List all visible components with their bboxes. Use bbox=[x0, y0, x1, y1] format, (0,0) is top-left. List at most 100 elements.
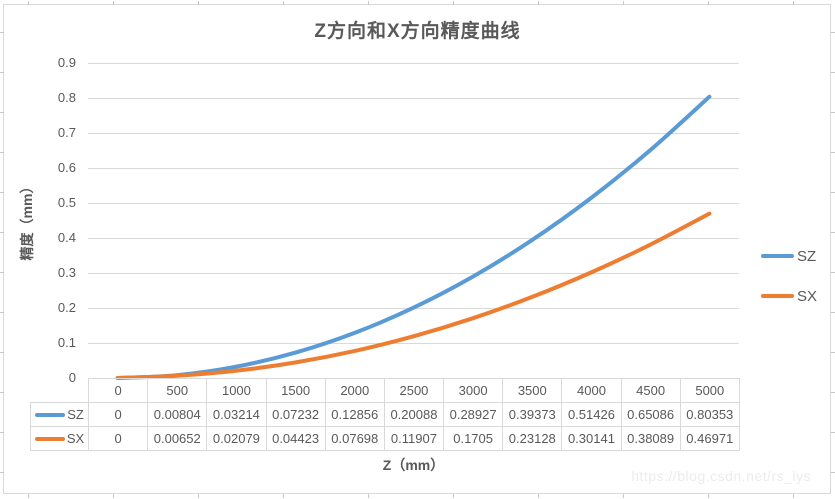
legend-label: SX bbox=[797, 287, 818, 305]
value-cell: 0.38089 bbox=[620, 426, 681, 451]
worksheet-gridline-tick bbox=[0, 192, 4, 193]
x-category-cell: 4000 bbox=[561, 378, 622, 403]
worksheet-gridline-tick bbox=[831, 72, 835, 73]
worksheet-gridline-tick bbox=[623, 494, 624, 498]
worksheet-gridline-tick bbox=[0, 32, 4, 33]
worksheet-gridline-tick bbox=[0, 352, 4, 353]
legend-item-sx[interactable]: SX bbox=[761, 287, 818, 305]
y-tick-label: 0 bbox=[68, 370, 76, 385]
worksheet-gridline-tick bbox=[368, 494, 369, 498]
legend-line-icon bbox=[761, 254, 794, 258]
y-tick-label: 0.5 bbox=[57, 195, 76, 210]
value-cell: 0.02079 bbox=[206, 426, 267, 451]
worksheet-gridline-tick bbox=[623, 1, 624, 5]
series-line-icon bbox=[35, 412, 66, 417]
x-category-cell: 1000 bbox=[206, 378, 267, 403]
table-corner-cell bbox=[31, 379, 89, 403]
legend-line-icon bbox=[761, 294, 794, 298]
value-cell: 0.03214 bbox=[206, 402, 267, 427]
y-tick-label: 0.3 bbox=[57, 265, 76, 280]
worksheet-gridline-tick bbox=[831, 152, 835, 153]
worksheet-gridline-tick bbox=[793, 1, 794, 5]
value-cell: 0.65086 bbox=[620, 402, 681, 427]
worksheet-gridline-tick bbox=[283, 1, 284, 5]
value-cell: 0.11907 bbox=[383, 426, 445, 451]
worksheet-gridline-tick bbox=[453, 1, 454, 5]
worksheet-gridline-tick bbox=[0, 232, 4, 233]
y-tick-label: 0.4 bbox=[57, 230, 76, 245]
x-category-cell: 2000 bbox=[324, 378, 385, 403]
worksheet-gridline-tick bbox=[0, 152, 4, 153]
gridline bbox=[88, 168, 739, 169]
x-category-cell: 500 bbox=[147, 378, 208, 403]
x-axis-title: Z（mm） bbox=[382, 457, 445, 473]
series-line-sx[interactable] bbox=[115, 211, 712, 380]
y-tick-label: 0.7 bbox=[57, 125, 76, 140]
y-tick-label: 0.6 bbox=[57, 160, 76, 175]
y-tick-label: 0.8 bbox=[57, 90, 76, 105]
worksheet-gridline-tick bbox=[113, 1, 114, 5]
series-key-sx: SX bbox=[30, 426, 89, 451]
value-cell: 0.39373 bbox=[502, 402, 563, 427]
gridline bbox=[88, 203, 739, 204]
gridline bbox=[88, 98, 739, 99]
worksheet-gridline-tick bbox=[831, 112, 835, 113]
worksheet-gridline-tick bbox=[0, 472, 4, 473]
chart-title: Z方向和X方向精度曲线 bbox=[314, 21, 521, 42]
x-category-cell: 5000 bbox=[679, 378, 740, 403]
gridline bbox=[88, 63, 739, 64]
series-line-sz[interactable] bbox=[115, 94, 712, 380]
worksheet-gridline-tick bbox=[831, 432, 835, 433]
worksheet-gridline-tick bbox=[831, 352, 835, 353]
watermark: https://blog.csdn.net/rs_lys bbox=[631, 468, 811, 484]
worksheet-gridline-tick bbox=[0, 432, 4, 433]
gridline bbox=[88, 238, 739, 239]
value-cell: 0.30141 bbox=[561, 426, 622, 451]
worksheet-gridline-tick bbox=[708, 1, 709, 5]
value-cell: 0.07232 bbox=[265, 402, 326, 427]
x-category-cell: 2500 bbox=[383, 378, 445, 403]
value-cell: 0.51426 bbox=[561, 402, 622, 427]
table-series-row: SX 0 0.00652 0.02079 0.04423 0.07698 0.11907 0.… bbox=[30, 426, 740, 451]
worksheet-gridline-tick bbox=[538, 1, 539, 5]
value-cell: 0.04423 bbox=[265, 426, 326, 451]
worksheet-gridline-tick bbox=[283, 494, 284, 498]
value-cell: 0.00804 bbox=[147, 402, 208, 427]
data-table[interactable]: 0 500 1000 1500 2000 2500 3000 3500 4000 4500 5000… bbox=[30, 378, 740, 451]
value-cell: 0.23128 bbox=[502, 426, 563, 451]
worksheet-gridline-tick bbox=[708, 494, 709, 498]
table-series-row: SZ 0 0.00804 0.03214 0.07232 0.12856 0.20088 0.… bbox=[30, 402, 740, 427]
worksheet-gridline-tick bbox=[0, 312, 4, 313]
worksheet-gridline-tick bbox=[831, 472, 835, 473]
x-category-cell: 1500 bbox=[265, 378, 326, 403]
worksheet-gridline-tick bbox=[538, 494, 539, 498]
x-category-cell: 4500 bbox=[620, 378, 681, 403]
table-header-row: 0 500 1000 1500 2000 2500 3000 3500 4000 4500 5000 bbox=[31, 378, 740, 403]
worksheet-gridline-tick bbox=[28, 494, 29, 498]
worksheet-gridline-tick bbox=[793, 494, 794, 498]
legend-item-sz[interactable]: SZ bbox=[761, 247, 817, 265]
worksheet-gridline-tick bbox=[0, 272, 4, 273]
value-cell: 0.07698 bbox=[324, 426, 385, 451]
worksheet-gridline-tick bbox=[831, 312, 835, 313]
series-line-icon bbox=[34, 436, 65, 441]
worksheet-gridline-tick bbox=[831, 272, 835, 273]
value-cell: 0.46971 bbox=[679, 426, 740, 451]
worksheet-gridline-tick bbox=[453, 494, 454, 498]
value-cell: 0.20088 bbox=[383, 402, 445, 427]
value-cell: 0.1705 bbox=[443, 426, 504, 451]
worksheet-gridline-tick bbox=[28, 1, 29, 5]
value-cell: 0 bbox=[87, 426, 149, 451]
y-tick-label: 0.9 bbox=[57, 55, 76, 70]
value-cell: 0.80353 bbox=[679, 402, 740, 427]
legend-label: SZ bbox=[797, 247, 817, 265]
worksheet-gridline-tick bbox=[198, 1, 199, 5]
worksheet-gridline-tick bbox=[831, 392, 835, 393]
value-cell: 0 bbox=[87, 402, 149, 427]
gridline bbox=[88, 273, 739, 274]
series-key-sz: SZ bbox=[30, 402, 89, 427]
series-name: SZ bbox=[67, 407, 84, 422]
gridline bbox=[88, 133, 739, 134]
